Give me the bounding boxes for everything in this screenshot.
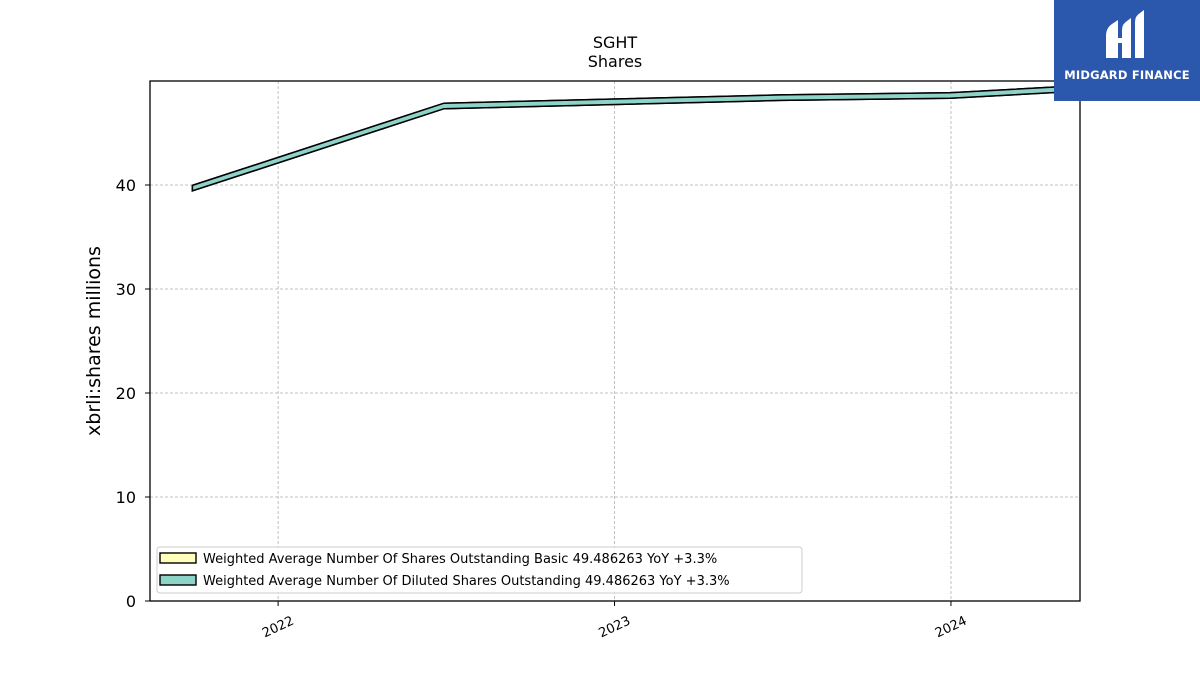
- legend-series-value: 49.486263 YoY +3.3%: [573, 552, 718, 567]
- x-tick-label: 2022: [260, 614, 296, 642]
- brand-logo: MIDGARD FINANCE: [1054, 0, 1200, 101]
- legend-series-name: Weighted Average Number Of Diluted Share…: [203, 574, 581, 589]
- y-tick-label: 10: [116, 488, 136, 507]
- legend-box: [156, 546, 803, 594]
- chart-title: SGHT: [593, 33, 638, 52]
- legend-swatch-1: [159, 552, 197, 564]
- series-layer: [191, 82, 1119, 192]
- legend-label-1: Weighted Average Number Of Shares Outsta…: [203, 552, 717, 567]
- brand-name: MIDGARD FINANCE: [1064, 68, 1190, 82]
- y-tick-label: 20: [116, 384, 136, 403]
- legend-label-2: Weighted Average Number Of Diluted Share…: [203, 574, 730, 589]
- legend-swatch-2: [159, 574, 197, 586]
- chart-subtitle: Shares: [588, 52, 643, 71]
- y-axis: 0 10 20 30 40: [116, 176, 150, 611]
- legend: Weighted Average Number Of Shares Outsta…: [156, 546, 803, 594]
- grid-lines: [150, 81, 1080, 601]
- legend-series-name: Weighted Average Number Of Shares Outsta…: [203, 552, 568, 567]
- x-tick-label: 2023: [597, 614, 633, 642]
- y-tick-label: 40: [116, 176, 136, 195]
- midgard-logo-icon: [1106, 10, 1144, 58]
- y-axis-label: xbrli:shares millions: [83, 246, 105, 436]
- legend-series-value: 49.486263 YoY +3.3%: [585, 574, 730, 589]
- y-tick-label: 0: [126, 592, 136, 611]
- y-tick-label: 30: [116, 280, 136, 299]
- x-tick-label: 2024: [933, 614, 969, 642]
- x-axis: 2022 2023 2024: [260, 601, 969, 641]
- series-band-2: [191, 82, 1119, 192]
